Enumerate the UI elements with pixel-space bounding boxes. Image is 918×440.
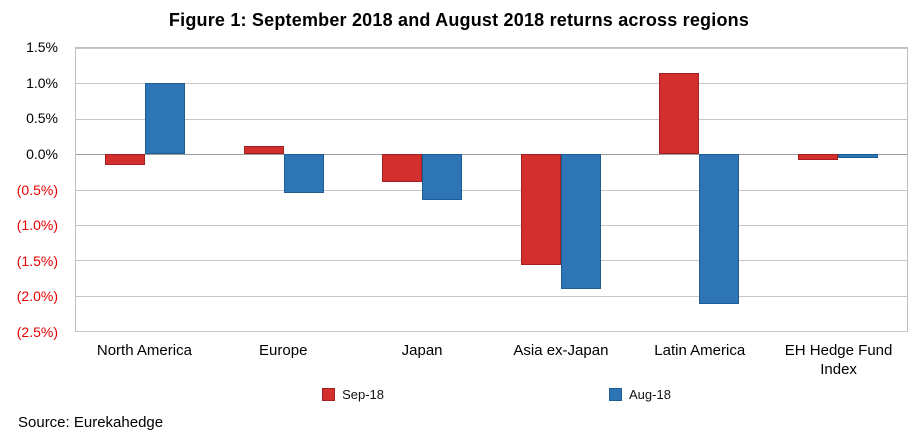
source-note: Source: Eurekahedge [18,414,164,431]
y-tick-label: (1.0%) [16,217,58,234]
x-tick-label-latin-america: Latin America [654,342,746,359]
bar-sep-18-north-america [105,154,146,165]
bar-sep-18-europe [243,145,284,155]
bar-aug-18-europe [283,154,324,194]
y-tick-label: 0.0% [26,145,58,162]
bar-aug-18-eh-hedge-fund-index [837,154,878,159]
gridline [76,224,907,226]
x-tick-label-north-america: North America [96,342,192,359]
x-axis-labels: North America Europe Japan Asia ex-Japan Lat… [75,340,908,384]
y-tick-label: 1.5% [26,39,58,55]
legend-label-sep-18: Sep-18 [342,386,384,402]
bar-aug-18-latin-america [699,154,740,305]
legend-item-sep-18: Sep-18 [322,387,384,402]
y-tick-label: 1.0% [26,74,58,91]
gridline [76,331,907,332]
y-tick-label: (1.5%) [16,252,58,269]
y-axis-labels: 1.5% 1.0% 0.5% 0.0% (0.5%) (1.0%) (1.5%) (2.0%)… [0,39,66,340]
x-tick-label-eh-hedge-fund-index: EH Hedge Fund Index [784,342,893,378]
bar-aug-18-asia-ex-japan [560,154,601,289]
gridline [76,189,907,191]
legend-item-aug-18: Aug-18 [609,387,671,402]
x-tick-label-asia-ex-japan: Asia ex-Japan [513,342,609,359]
gridline [76,260,907,262]
gridline [76,83,907,85]
legend-label-aug-18: Aug-18 [629,386,671,402]
x-tick-label-europe: Europe [259,342,308,359]
gridline [76,118,907,120]
y-tick-label: 0.5% [26,110,58,127]
x-tick-label-japan: Japan [401,342,443,359]
bar-aug-18-japan [422,154,463,201]
figure-page: Figure 1: September 2018 and August 2018… [0,10,918,440]
gridline [76,48,907,49]
y-tick-label: (0.5%) [16,181,58,198]
legend-swatch-aug-18 [609,387,622,401]
y-tick-label: (2.0%) [16,288,58,305]
plot-area [75,47,908,332]
bar-sep-18-asia-ex-japan [520,154,561,266]
zero-gridline [76,154,907,156]
y-tick-label: (2.5%) [16,324,58,340]
legend: Sep-18 Aug-18 [75,384,918,404]
chart-title: Figure 1: September 2018 and August 2018… [168,10,750,30]
bar-aug-18-north-america [145,83,186,155]
bar-sep-18-japan [382,154,423,183]
gridline [76,295,907,297]
chart: 1.5% 1.0% 0.5% 0.0% (0.5%) (1.0%) (1.5%) (2.0%)… [17,39,908,340]
bar-sep-18-latin-america [659,72,700,155]
bar-sep-18-eh-hedge-fund-index [797,154,838,160]
legend-swatch-sep-18 [322,387,336,401]
